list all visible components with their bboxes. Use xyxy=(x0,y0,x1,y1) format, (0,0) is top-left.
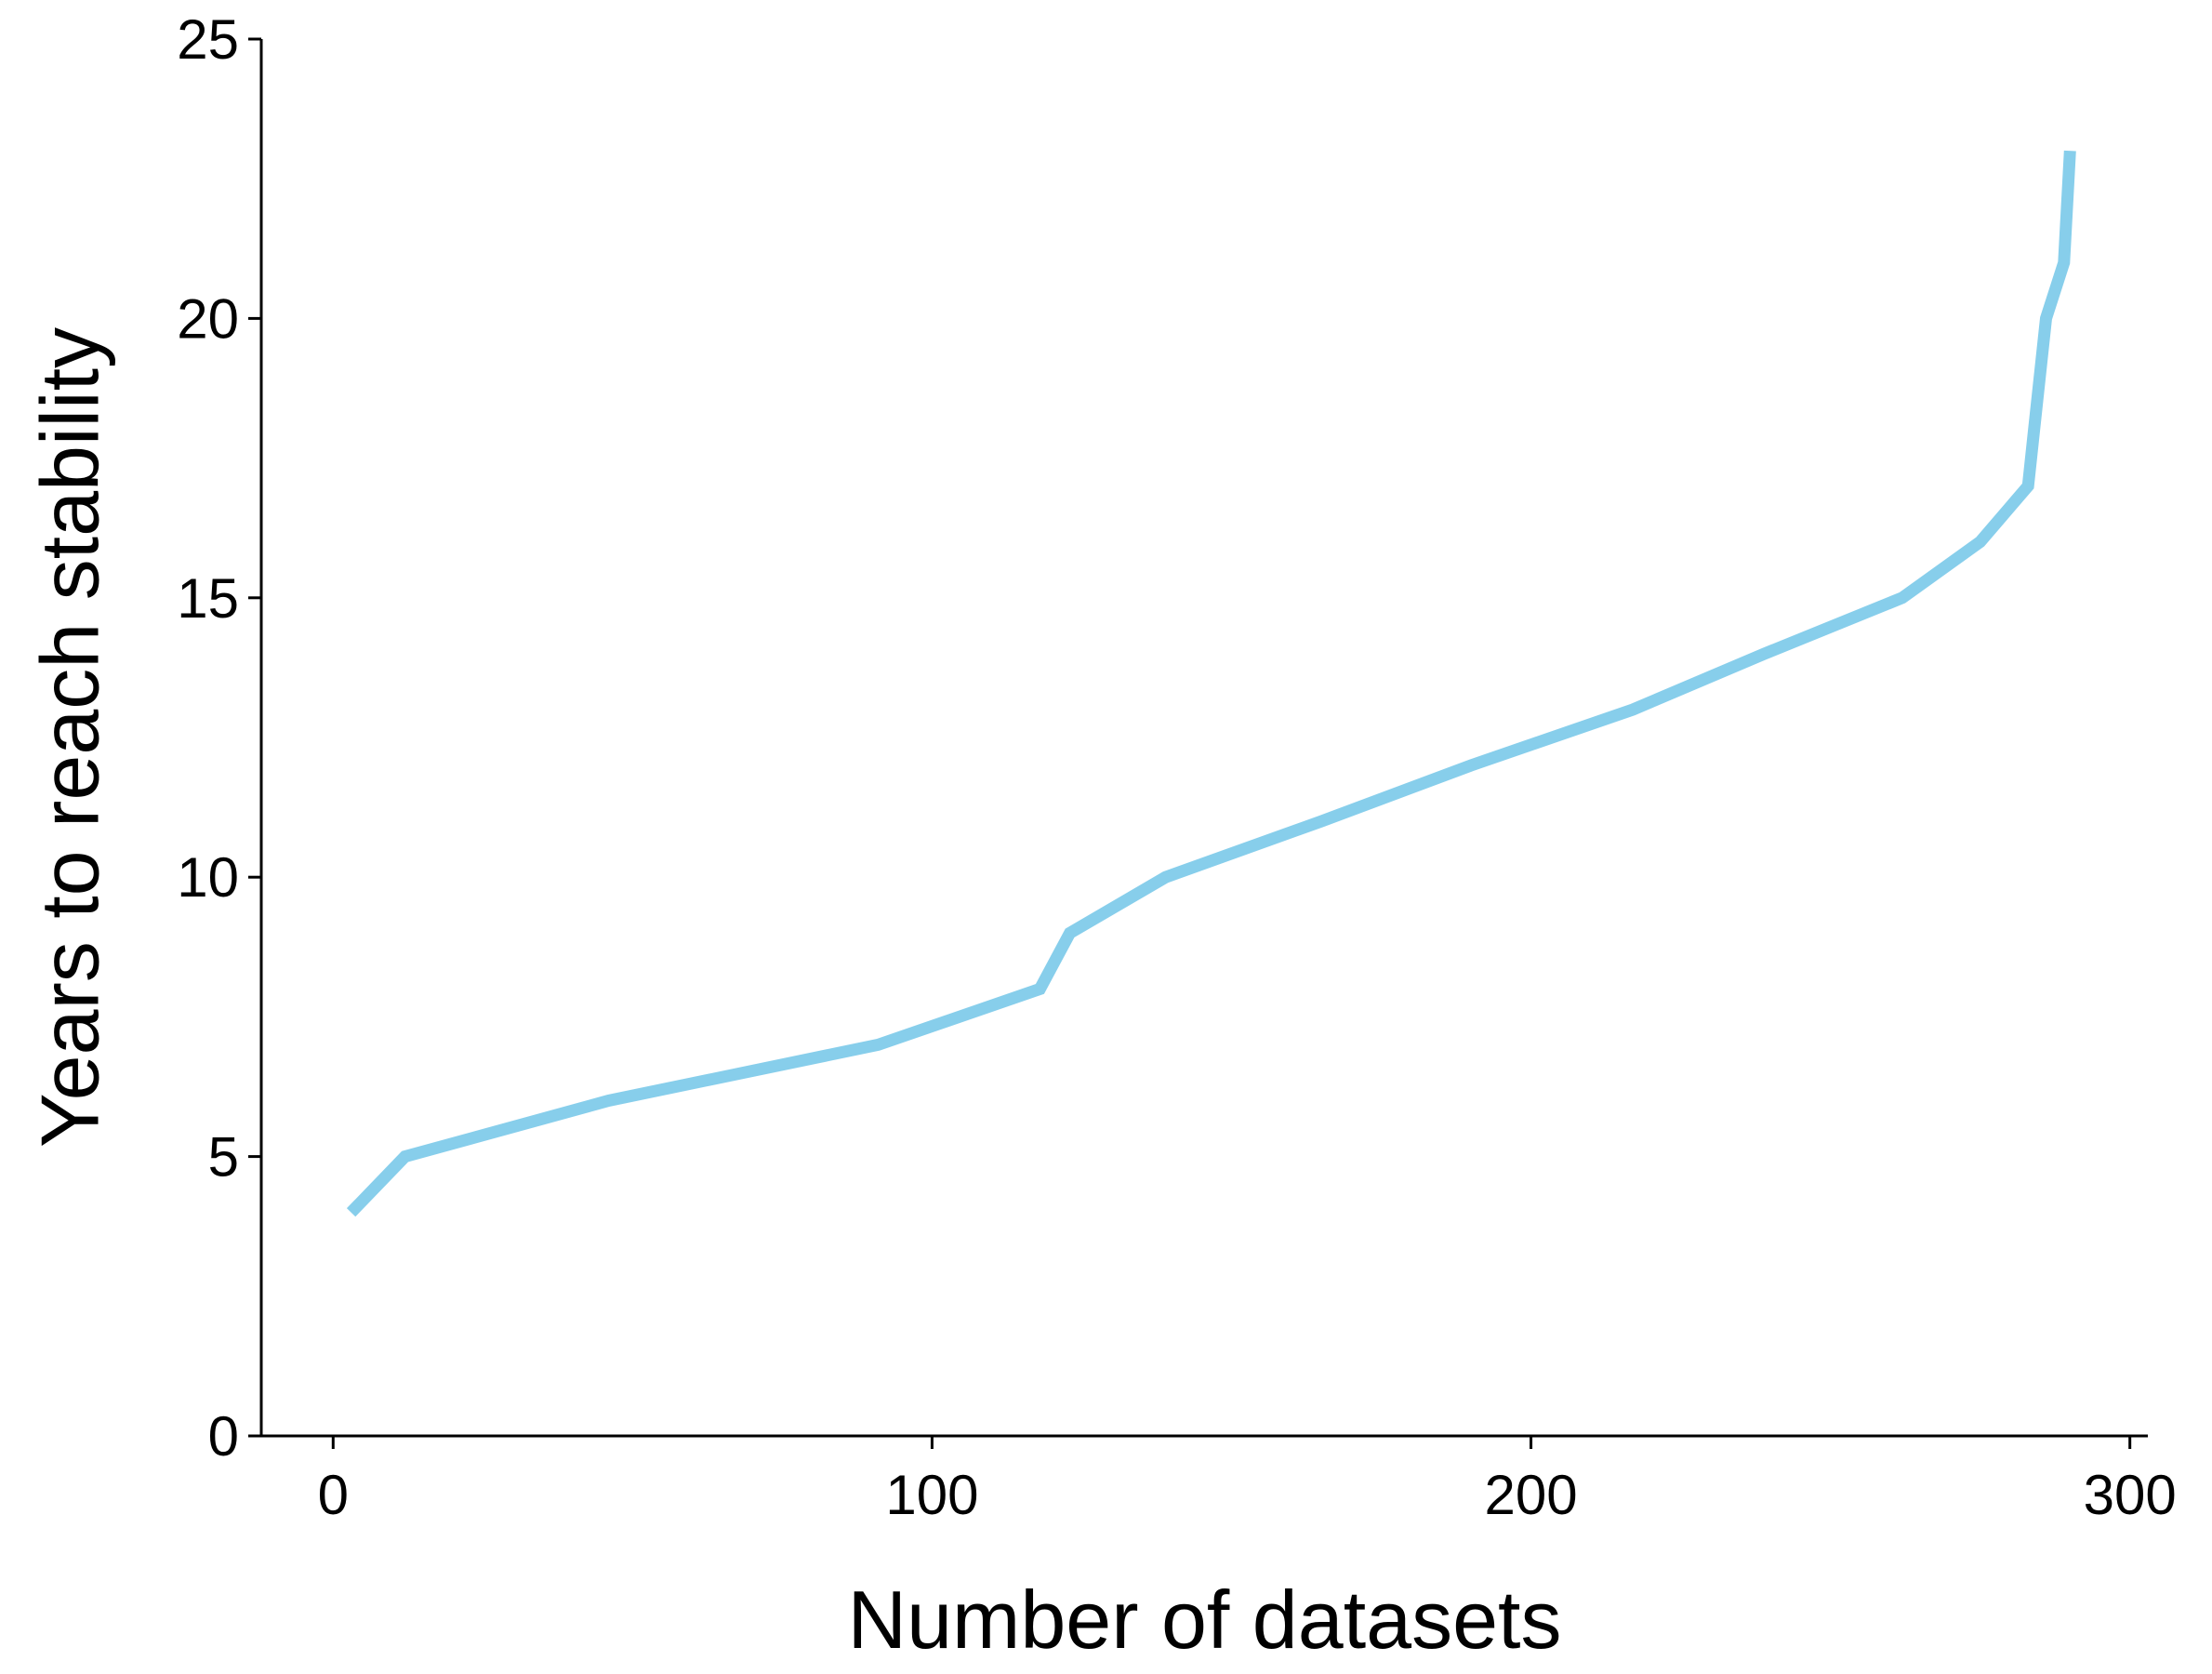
y-tick-label: 10 xyxy=(177,846,239,909)
series-line xyxy=(346,150,2076,1217)
x-tick-label: 200 xyxy=(1484,1464,1577,1526)
y-tick-label: 5 xyxy=(208,1126,239,1189)
x-tick-label: 300 xyxy=(2084,1464,2177,1526)
y-tick-label: 15 xyxy=(177,567,239,630)
series-group xyxy=(346,150,2076,1217)
y-tick-label: 0 xyxy=(208,1405,239,1468)
y-tick-label: 25 xyxy=(177,8,239,71)
y-axis-title: Years to reach stability xyxy=(23,327,115,1148)
x-tick-label: 0 xyxy=(318,1464,349,1526)
tick-labels: 0 5 10 15 20 25 0 100 200 300 xyxy=(177,8,2176,1526)
axes xyxy=(248,37,2148,1449)
y-tick-label: 20 xyxy=(177,287,239,350)
x-axis-title: Number of datasets xyxy=(848,1574,1562,1666)
x-tick-label: 100 xyxy=(885,1464,978,1526)
